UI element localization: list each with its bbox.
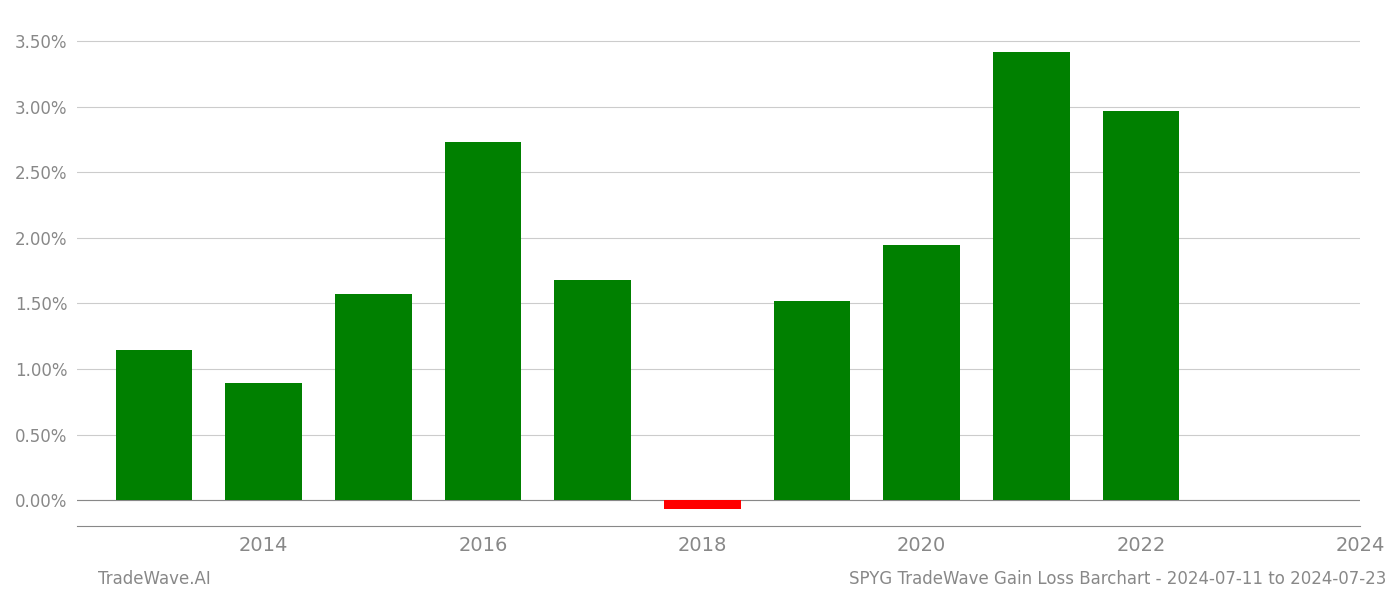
- Bar: [774, 301, 850, 500]
- Text: SPYG TradeWave Gain Loss Barchart - 2024-07-11 to 2024-07-23: SPYG TradeWave Gain Loss Barchart - 2024…: [848, 570, 1386, 588]
- Bar: [1103, 112, 1179, 500]
- Bar: [335, 293, 412, 500]
- Bar: [116, 350, 192, 500]
- Bar: [883, 245, 960, 500]
- Bar: [554, 280, 631, 500]
- Bar: [445, 142, 521, 500]
- Bar: [664, 500, 741, 509]
- Text: TradeWave.AI: TradeWave.AI: [98, 570, 211, 588]
- Bar: [225, 383, 302, 500]
- Bar: [993, 52, 1070, 500]
